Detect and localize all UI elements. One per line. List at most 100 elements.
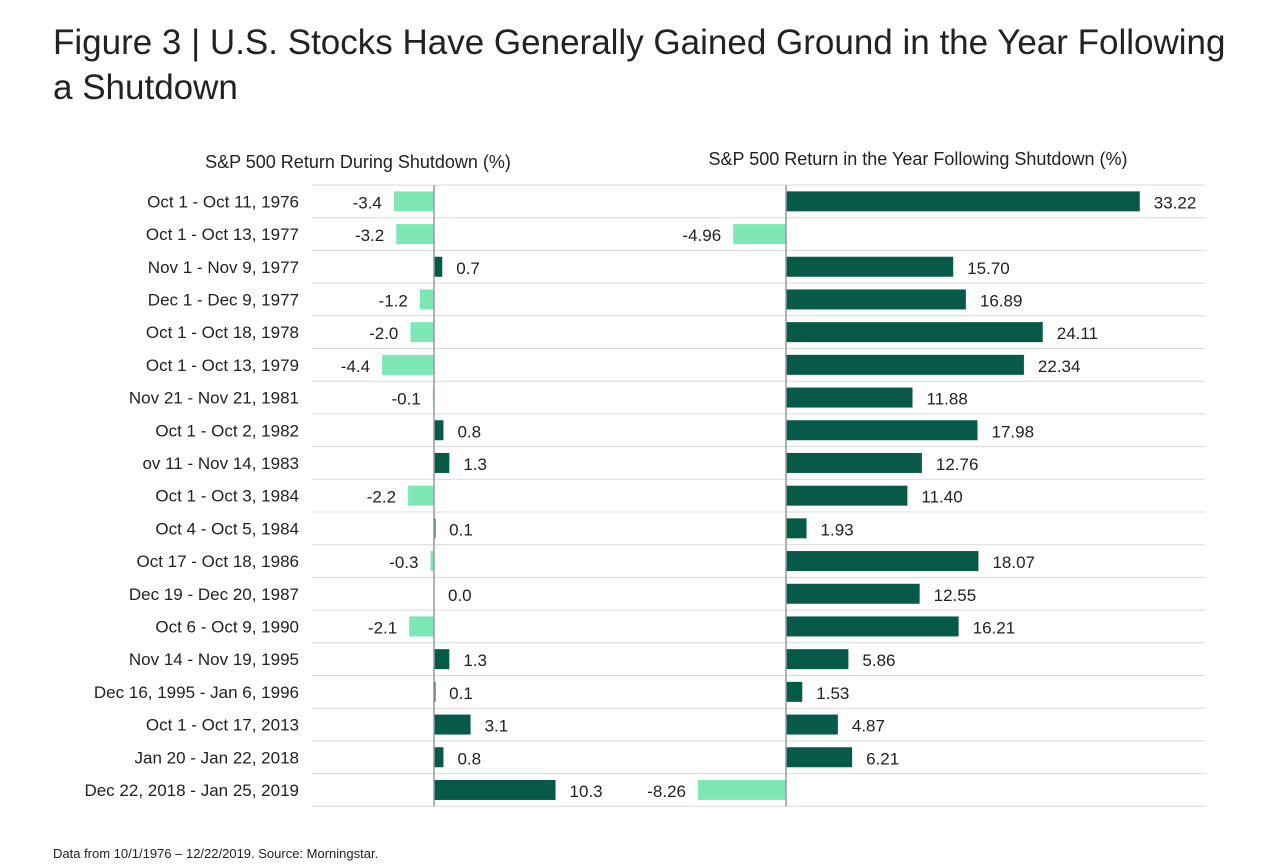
data-label-during-shutdown: -2.2 [367,488,396,507]
right-bars: 33.22 -4.96 15.70 16.89 24.11 22.34 11.88 17.98… [647,191,1196,801]
chart: S&P 500 Return During Shutdown (%) S&P 5… [84,149,1205,807]
data-label-during-shutdown: 0.8 [457,422,481,441]
chart-title: Figure 3 | U.S. Stocks Have Generally Ga… [53,23,1226,107]
data-label-during-shutdown: -2.0 [369,324,398,343]
category-label: ov 11 - Nov 14, 1983 [142,454,299,473]
category-label: Oct 1 - Oct 13, 1977 [146,225,299,244]
category-label: Dec 19 - Dec 20, 1987 [129,585,299,604]
category-label: Oct 1 - Oct 3, 1984 [155,487,299,506]
category-label: Oct 1 - Oct 11, 1976 [147,192,299,211]
category-label: Dec 1 - Dec 9, 1977 [148,290,299,309]
data-label-year-following: 22.34 [1038,357,1081,376]
data-label-during-shutdown: -3.4 [353,193,382,212]
category-label: Jan 20 - Jan 22, 2018 [135,748,299,767]
bar-year-following [786,354,1024,375]
data-label-year-following: 16.21 [973,618,1016,637]
bar-year-following [786,518,807,539]
data-label-during-shutdown: -1.2 [379,291,408,310]
category-label: Dec 16, 1995 - Jan 6, 1996 [94,683,299,702]
data-label-year-following: -4.96 [682,226,721,245]
bar-year-following [786,420,978,441]
category-label: Oct 1 - Oct 13, 1979 [146,356,299,375]
data-label-year-following: 12.55 [934,586,977,605]
bar-year-following [733,224,786,245]
category-label: Oct 1 - Oct 17, 2013 [146,716,299,735]
bar-during-shutdown [393,191,434,212]
data-label-year-following: -8.26 [647,782,686,801]
data-label-during-shutdown: -0.1 [392,390,421,409]
data-label-during-shutdown: -4.4 [341,357,370,376]
bar-year-following [786,289,966,310]
category-label: Nov 21 - Nov 21, 1981 [129,389,299,408]
data-label-during-shutdown: 0.0 [448,586,472,605]
data-label-during-shutdown: 1.3 [463,455,487,474]
bar-year-following [786,551,979,572]
data-label-year-following: 5.86 [862,651,895,670]
data-label-year-following: 12.76 [936,455,979,474]
bar-during-shutdown [430,551,434,572]
category-label: Nov 14 - Nov 19, 1995 [129,650,299,669]
bar-during-shutdown [382,354,434,375]
bar-during-shutdown [434,714,471,735]
gridlines [312,184,1205,807]
bar-during-shutdown [396,224,434,245]
bar-during-shutdown [434,779,556,800]
bar-year-following [786,387,913,408]
data-label-during-shutdown: 0.7 [456,259,480,278]
category-label: Oct 1 - Oct 18, 1978 [146,323,299,342]
data-label-year-following: 4.87 [852,717,885,736]
bar-during-shutdown [409,616,434,637]
data-label-year-following: 11.40 [921,488,962,507]
data-label-year-following: 1.93 [821,520,854,539]
data-label-year-following: 16.89 [980,291,1023,310]
data-label-year-following: 17.98 [991,422,1034,441]
bar-year-following [786,649,849,670]
data-label-during-shutdown: 0.1 [449,684,473,703]
data-label-during-shutdown: 10.3 [570,782,603,801]
bar-year-following [698,779,786,800]
category-label: Oct 17 - Oct 18, 1986 [136,552,299,571]
data-label-during-shutdown: 1.3 [463,651,487,670]
bar-year-following [786,256,954,277]
category-label: Oct 4 - Oct 5, 1984 [155,519,299,538]
category-labels: Oct 1 - Oct 11, 1976 Oct 1 - Oct 13, 1977… [84,192,299,800]
bar-during-shutdown [434,649,450,670]
data-label-year-following: 24.11 [1057,324,1098,343]
category-label: Dec 22, 2018 - Jan 25, 2019 [84,781,299,800]
data-label-year-following: 11.88 [927,390,968,409]
panel-right-heading: S&P 500 Return in the Year Following Shu… [709,149,1128,169]
bar-during-shutdown [434,747,444,768]
category-label: Nov 1 - Nov 9, 1977 [148,258,299,277]
data-label-during-shutdown: 0.1 [449,520,473,539]
category-label: Oct 6 - Oct 9, 1990 [155,617,299,636]
source-note: Data from 10/1/1976 – 12/22/2019. Source… [53,846,379,861]
data-label-during-shutdown: 3.1 [485,717,509,736]
bar-year-following [786,452,922,473]
data-label-during-shutdown: -3.2 [355,226,384,245]
data-label-year-following: 18.07 [992,553,1035,572]
data-label-year-following: 6.21 [866,749,899,768]
data-label-year-following: 1.53 [816,684,849,703]
bar-year-following [786,583,920,604]
bar-year-following [786,616,959,637]
category-label: Oct 1 - Oct 2, 1982 [155,421,299,440]
bar-year-following [786,485,908,506]
data-label-year-following: 33.22 [1154,193,1197,212]
bar-during-shutdown [419,289,434,310]
bar-during-shutdown [434,452,450,473]
bar-during-shutdown [434,420,444,441]
bar-during-shutdown [410,322,434,343]
bar-during-shutdown [434,256,443,277]
panel-left-heading: S&P 500 Return During Shutdown (%) [205,152,511,172]
bar-year-following [786,714,838,735]
left-bars: -3.4 -3.2 0.7 -1.2 -2.0 -4.4 -0.1 0.8 1.3 -2.2 0.1… [341,191,603,801]
data-label-year-following: 15.70 [967,259,1010,278]
bar-year-following [786,681,803,702]
bar-year-following [786,322,1043,343]
data-label-during-shutdown: -0.3 [389,553,418,572]
bar-year-following [786,747,853,768]
data-label-during-shutdown: -2.1 [368,618,397,637]
data-label-during-shutdown: 0.8 [457,749,481,768]
bar-year-following [786,191,1140,212]
bar-during-shutdown [408,485,434,506]
